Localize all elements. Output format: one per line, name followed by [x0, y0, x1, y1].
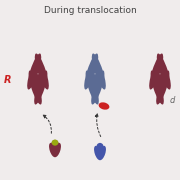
- Ellipse shape: [86, 71, 99, 105]
- Text: R: R: [4, 75, 12, 85]
- Ellipse shape: [84, 53, 98, 89]
- Ellipse shape: [49, 143, 57, 157]
- Text: d: d: [169, 96, 175, 105]
- Ellipse shape: [96, 143, 104, 151]
- Ellipse shape: [155, 74, 165, 86]
- Ellipse shape: [29, 71, 42, 105]
- Ellipse shape: [34, 71, 47, 105]
- Ellipse shape: [151, 71, 164, 105]
- Ellipse shape: [91, 71, 104, 105]
- Ellipse shape: [99, 102, 109, 110]
- Ellipse shape: [51, 140, 59, 148]
- Ellipse shape: [90, 74, 100, 86]
- Ellipse shape: [52, 140, 58, 146]
- Ellipse shape: [33, 74, 43, 86]
- Ellipse shape: [53, 143, 61, 157]
- Ellipse shape: [98, 146, 106, 160]
- Ellipse shape: [35, 53, 49, 89]
- Ellipse shape: [156, 71, 169, 105]
- Ellipse shape: [157, 53, 171, 89]
- Ellipse shape: [94, 146, 102, 160]
- Text: During translocation: During translocation: [44, 6, 136, 15]
- Ellipse shape: [149, 53, 163, 89]
- Ellipse shape: [27, 53, 41, 89]
- Ellipse shape: [92, 53, 106, 89]
